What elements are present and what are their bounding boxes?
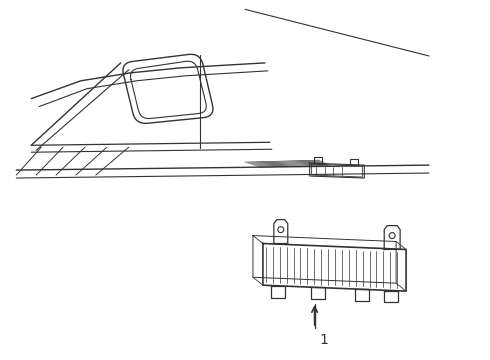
Text: 1: 1 <box>319 333 328 347</box>
Circle shape <box>389 233 395 239</box>
Circle shape <box>278 227 284 233</box>
